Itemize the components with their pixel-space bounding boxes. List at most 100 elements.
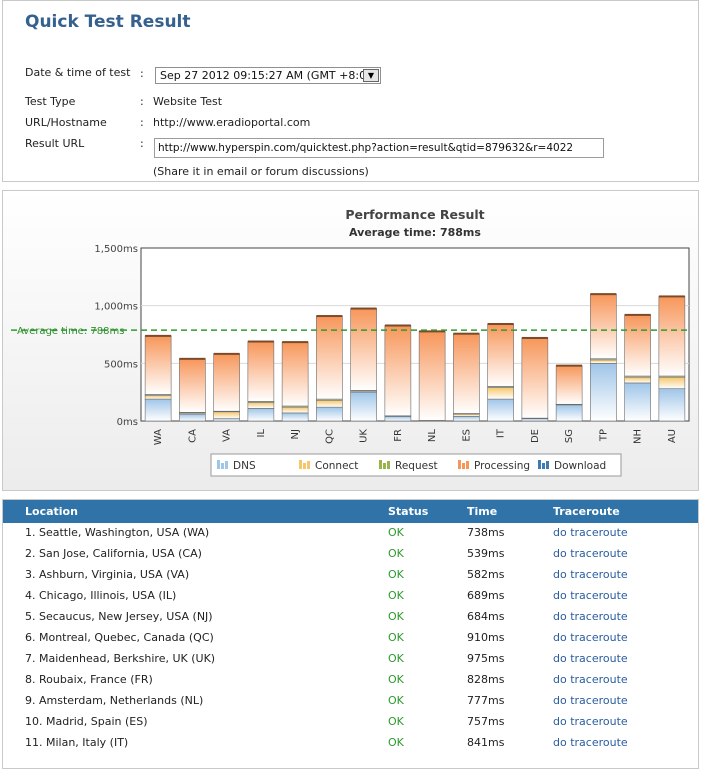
- time-cell: 910ms: [467, 631, 505, 644]
- test-info-panel: Quick Test Result Date & time of test : …: [2, 0, 699, 182]
- time-cell: 689ms: [467, 589, 505, 602]
- location-cell: 6. Montreal, Quebec, Canada (QC): [25, 631, 214, 644]
- bar-segment-connect: [590, 359, 617, 364]
- status-cell: OK: [388, 631, 404, 644]
- header-time[interactable]: Time: [467, 505, 498, 518]
- chart-title: Performance Result: [345, 207, 484, 222]
- bar-segment-connect: [487, 387, 514, 400]
- x-tick-label: SG: [564, 429, 575, 443]
- bar-segment-dns: [624, 382, 651, 422]
- bar-segment-dns: [144, 398, 172, 422]
- legend-icon-connect: [303, 463, 306, 469]
- bar-segment-processing: [453, 333, 480, 414]
- traceroute-link[interactable]: do traceroute: [553, 589, 628, 602]
- bar-segment-connect: [247, 402, 275, 409]
- traceroute-link[interactable]: do traceroute: [553, 547, 628, 560]
- status-cell: OK: [388, 526, 404, 539]
- status-cell: OK: [388, 694, 404, 707]
- bar-cap: [213, 352, 240, 355]
- x-tick-label: IT: [496, 428, 507, 438]
- time-cell: 582ms: [467, 568, 505, 581]
- bar-segment-processing: [350, 308, 377, 391]
- bar-segment-connect: [658, 376, 686, 390]
- bar-cap: [350, 307, 377, 310]
- bar-segment-dns: [213, 418, 240, 422]
- traceroute-link[interactable]: do traceroute: [553, 610, 628, 623]
- traceroute-link[interactable]: do traceroute: [553, 736, 628, 749]
- bar-cap: [145, 334, 172, 337]
- bar-segment-processing: [179, 358, 206, 413]
- table-row: 9. Amsterdam, Netherlands (NL) OK 777ms do …: [3, 691, 698, 712]
- header-traceroute[interactable]: Traceroute: [553, 505, 620, 518]
- bar-cap: [384, 324, 411, 327]
- bar-segment-processing: [247, 341, 275, 402]
- x-tick-label: CA: [187, 429, 198, 443]
- bar-segment-dns: [179, 413, 206, 422]
- time-cell: 757ms: [467, 715, 505, 728]
- legend-icon-connect: [307, 461, 310, 469]
- location-cell: 3. Ashburn, Virginia, USA (VA): [25, 568, 190, 581]
- legend-icon-request: [379, 460, 382, 469]
- bar-cap: [658, 295, 685, 298]
- date-label: Date & time of test: [25, 66, 131, 79]
- x-tick-label: NJ: [290, 429, 301, 439]
- bar-segment-processing: [658, 296, 686, 377]
- location-cell: 10. Madrid, Spain (ES): [25, 715, 148, 728]
- timezone-select[interactable]: Sep 27 2012 09:15:27 AM (GMT +8:00) ▼: [155, 67, 381, 84]
- table-row: 7. Maidenhead, Berkshire, UK (UK) OK 975ms…: [3, 649, 698, 670]
- legend-icon-download: [542, 463, 545, 469]
- table-header: Location Status Time Traceroute: [3, 500, 698, 523]
- traceroute-link[interactable]: do traceroute: [553, 694, 628, 707]
- bar-segment-processing: [418, 331, 446, 421]
- url-label: URL/Hostname: [25, 116, 107, 129]
- bar-segment-connect: [453, 413, 480, 417]
- traceroute-link[interactable]: do traceroute: [553, 568, 628, 581]
- x-tick-label: TP: [598, 429, 609, 442]
- bar-segment-dns: [350, 391, 377, 422]
- bar-segment-dns: [453, 416, 480, 422]
- traceroute-link[interactable]: do traceroute: [553, 526, 628, 539]
- bar-segment-processing: [487, 323, 514, 387]
- header-status[interactable]: Status: [388, 505, 429, 518]
- traceroute-link[interactable]: do traceroute: [553, 715, 628, 728]
- bar-segment-processing: [555, 365, 583, 405]
- status-cell: OK: [388, 673, 404, 686]
- time-cell: 975ms: [467, 652, 505, 665]
- bar-segment-processing: [213, 353, 240, 412]
- traceroute-link[interactable]: do traceroute: [553, 631, 628, 644]
- legend-icon-connect: [299, 460, 302, 469]
- legend-label: Download: [554, 460, 606, 472]
- time-cell: 539ms: [467, 547, 505, 560]
- legend-icon-download: [546, 461, 549, 469]
- share-note: (Share it in email or forum discussions): [153, 165, 369, 178]
- performance-chart-panel: Performance Result Average time: 788ms 0…: [2, 190, 699, 491]
- bar-segment-dns: [555, 404, 583, 422]
- bar-segment-processing: [521, 337, 549, 419]
- y-tick-label: 0ms: [117, 417, 138, 428]
- bar-cap: [179, 357, 206, 360]
- bar-segment-processing: [624, 314, 651, 377]
- bar-segment-dns: [384, 416, 412, 422]
- status-cell: OK: [388, 715, 404, 728]
- header-location[interactable]: Location: [25, 505, 78, 518]
- bar-segment-connect: [144, 395, 172, 400]
- traceroute-link[interactable]: do traceroute: [553, 673, 628, 686]
- bar-cap: [282, 341, 309, 344]
- location-cell: 2. San Jose, California, USA (CA): [25, 547, 202, 560]
- traceroute-link[interactable]: do traceroute: [553, 652, 628, 665]
- chevron-down-icon[interactable]: ▼: [363, 69, 379, 82]
- timezone-select-value: Sep 27 2012 09:15:27 AM (GMT +8:00): [160, 69, 378, 82]
- time-cell: 777ms: [467, 694, 505, 707]
- bar-segment-dns: [281, 412, 309, 422]
- bar-segment-connect: [316, 399, 343, 408]
- location-cell: 7. Maidenhead, Berkshire, UK (UK): [25, 652, 216, 665]
- time-cell: 684ms: [467, 610, 505, 623]
- table-row: 3. Ashburn, Virginia, USA (VA) OK 582ms do …: [3, 565, 698, 586]
- status-cell: OK: [388, 610, 404, 623]
- result-url-field[interactable]: [154, 138, 604, 158]
- legend-icon-dns: [225, 461, 228, 469]
- bar-cap: [419, 330, 446, 333]
- table-row: 8. Roubaix, France (FR) OK 828ms do tracero…: [3, 670, 698, 691]
- bar-segment-dns: [487, 398, 514, 422]
- bar-segment-dns: [658, 388, 686, 422]
